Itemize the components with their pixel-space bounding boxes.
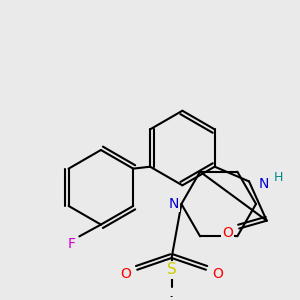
Text: N: N [259,177,269,191]
Text: O: O [222,226,233,240]
Text: O: O [120,267,131,281]
Text: S: S [167,262,176,277]
Text: F: F [68,237,76,251]
Text: H: H [274,171,283,184]
Text: N: N [168,197,179,211]
Text: O: O [212,267,223,281]
